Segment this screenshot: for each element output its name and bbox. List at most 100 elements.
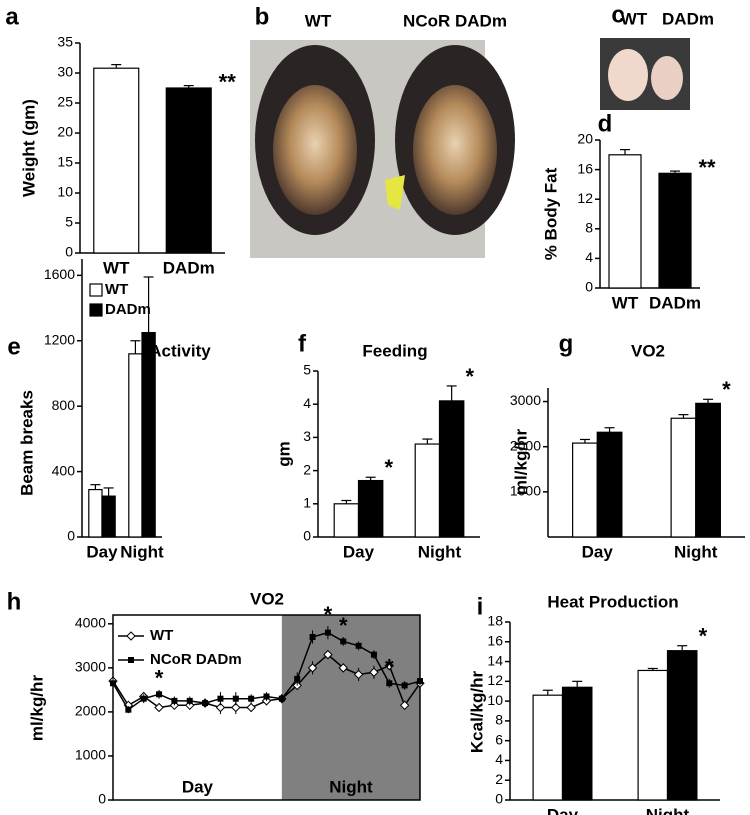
y-tick-label: 2000 [510,437,541,453]
bar [658,172,692,289]
significance: * [385,455,394,480]
panel-letter: i [477,593,484,620]
bar [596,431,623,538]
plot-frame [112,614,421,801]
chart-title: Activity [149,341,211,360]
marker [417,678,423,685]
marker [154,702,164,713]
marker [248,695,255,702]
bar [333,503,360,538]
y-tick-label: 3 [303,428,311,444]
marker [125,706,132,713]
y-tick-label: 1000 [75,747,106,763]
panel-letter: h [7,588,22,615]
marker [171,697,178,704]
y-tick-label: 20 [57,124,73,140]
chart-title: Feeding [362,341,427,360]
region [281,615,420,800]
marker [294,675,301,682]
legend-marker [128,657,134,663]
panel-letter: a [5,3,19,30]
y-axis-label: ml/kg/hr [27,675,46,742]
y-tick-label: 14 [487,652,503,668]
photo-c [600,38,690,110]
bar [561,686,593,801]
x-tick-label: WT [612,293,639,312]
y-tick-label: 0 [585,279,593,295]
x-tick-label: Day [547,805,579,815]
photo-label: WT [621,9,648,28]
legend-label: NCoR DADm [150,651,242,668]
y-tick-label: 8 [585,220,593,236]
photo-label: WT [305,11,332,30]
y-axis-label: gm [274,441,293,467]
x-tick-label: WT [103,258,130,277]
x-tick-label: Night [674,542,718,561]
y-tick-label: 4000 [75,615,106,631]
y-tick-label: 18 [487,613,503,629]
y-axis-label: ml/kg/hr [511,429,530,496]
y-tick-label: 5 [65,214,73,230]
y-tick-label: 2 [303,461,311,477]
y-tick-label: 12 [577,190,593,206]
y-axis-label: Weight (gm) [19,99,38,197]
panel-letter: d [598,110,613,137]
significance: * [466,364,475,389]
panel-letter: e [7,333,20,360]
bar [141,331,156,538]
marker [217,695,224,702]
bar [128,353,143,538]
bar [101,495,116,538]
y-tick-label: 400 [52,462,76,478]
bar [165,87,212,254]
marker [231,702,241,713]
marker [324,629,331,636]
y-tick-label: 15 [57,154,73,170]
region-label: Night [329,777,373,796]
tag [385,175,405,210]
y-tick-label: 16 [487,632,503,648]
y-tick-label: 0 [495,791,503,807]
legend-label: WT [150,627,173,644]
y-axis-label: Kcal/kg/hr [467,671,486,754]
x-tick-label: Night [120,542,164,561]
bar [88,488,103,538]
significance: * [722,377,731,402]
y-tick-label: 4 [585,249,593,265]
bar [670,417,697,538]
y-tick-label: 0 [303,528,311,544]
marker [370,651,377,658]
y-tick-label: 4 [303,395,311,411]
tissue [273,85,357,215]
legend-label: DADm [105,301,151,318]
bar [414,443,441,538]
significance: * [324,602,333,627]
marker [369,667,379,677]
marker [202,700,209,707]
fat-pad [608,49,648,101]
y-tick-label: 35 [57,34,73,50]
x-tick-label: Day [582,542,614,561]
bar [666,650,698,801]
legend-marker [126,631,136,641]
marker [246,702,256,713]
y-tick-label: 4 [495,751,503,767]
fat-pad [651,56,683,100]
y-tick-label: 1200 [44,331,75,347]
bar [357,479,384,538]
marker [338,663,348,673]
marker [307,663,318,673]
y-tick-label: 1 [303,495,311,511]
y-tick-label: 0 [98,791,106,807]
photo-label: NCoR DADm [403,11,507,30]
y-tick-label: 20 [577,131,593,147]
marker [263,693,270,700]
y-tick-label: 6 [495,731,503,747]
marker [399,700,410,711]
marker [110,680,116,687]
marker [323,649,333,660]
y-tick-label: 30 [57,64,73,80]
bar [695,402,721,538]
y-tick-label: 10 [487,692,503,708]
